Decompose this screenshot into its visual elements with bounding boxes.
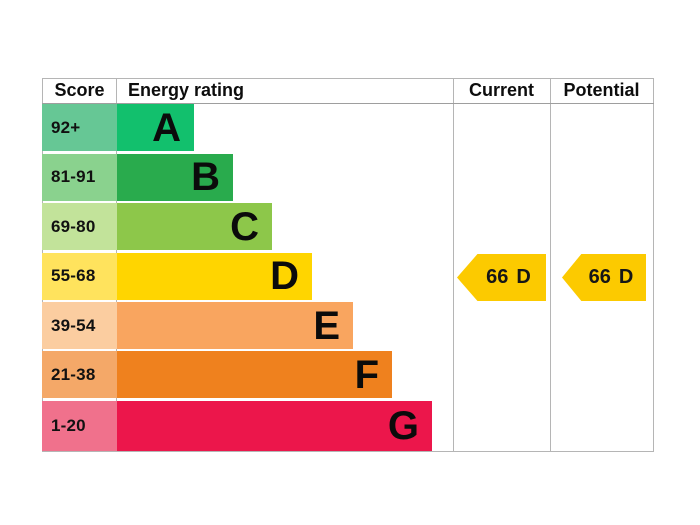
potential-rating-value: 66 <box>588 266 611 288</box>
band-row-f: 21-38 F <box>42 351 653 399</box>
band-bar: C <box>117 203 272 251</box>
band-letter: F <box>354 352 379 397</box>
column-header-energy-rating: Energy rating <box>128 80 245 100</box>
potential-rating-arrow: 66 D <box>562 254 646 301</box>
band-bar: A <box>117 104 194 152</box>
band-row-a: 92+ A <box>42 104 653 152</box>
column-header-current: Current <box>468 80 534 100</box>
table-border-right <box>653 78 654 452</box>
epc-table: Score Energy rating Current Potential 92… <box>42 78 654 452</box>
band-score-cell: 21-38 <box>42 351 117 399</box>
band-bar: D <box>117 252 312 300</box>
band-score-cell: 39-54 <box>42 302 117 349</box>
table-border-top <box>42 78 654 79</box>
table-border-bottom <box>42 451 654 452</box>
header-bottom-rule <box>42 103 654 104</box>
band-bar: E <box>117 302 353 349</box>
current-rating-band: D <box>516 266 531 288</box>
band-row-c: 69-80 C <box>42 203 653 251</box>
current-rating-value: 66 <box>486 266 509 288</box>
current-rating-arrow: 66 D <box>457 254 546 301</box>
band-letter: G <box>387 403 419 448</box>
band-score-cell: 55-68 <box>42 252 117 300</box>
band-score-cell: 69-80 <box>42 203 117 251</box>
potential-rating-band: D <box>618 266 634 288</box>
band-row-b: 81-91 B <box>42 153 653 201</box>
band-letter: A <box>152 105 181 150</box>
band-bar: F <box>117 351 392 399</box>
band-row-g: 1-20 G <box>42 400 653 451</box>
band-score-cell: 1-20 <box>42 400 117 451</box>
band-score-cell: 81-91 <box>42 153 117 201</box>
column-divider-current-potential <box>550 78 551 452</box>
band-bar: G <box>117 400 432 451</box>
band-letter: C <box>230 204 259 249</box>
column-header-potential: Potential <box>563 80 640 100</box>
band-score-cell: 92+ <box>42 104 117 152</box>
band-letter: E <box>313 303 340 348</box>
band-row-e: 39-54 E <box>42 302 653 349</box>
band-letter: D <box>270 254 299 299</box>
band-row-d: 55-68 D <box>42 252 653 300</box>
column-divider-rating-current <box>453 78 454 452</box>
band-bar: B <box>117 153 233 201</box>
band-letter: B <box>191 155 220 200</box>
column-header-score: Score <box>54 80 105 100</box>
